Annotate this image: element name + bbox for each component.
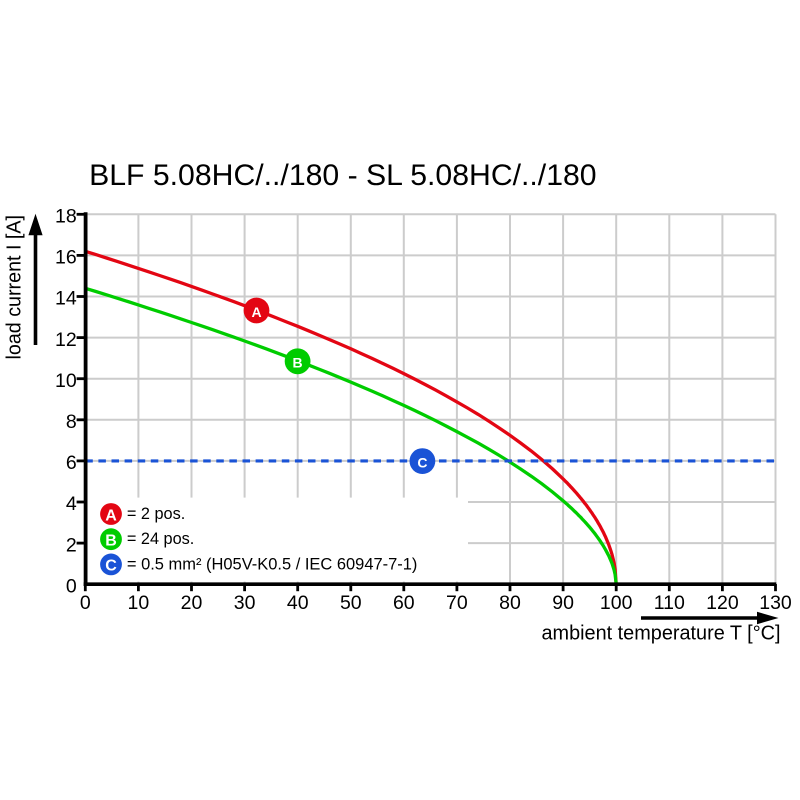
svg-text:50: 50 xyxy=(340,592,362,614)
svg-text:130: 130 xyxy=(759,592,792,614)
svg-text:110: 110 xyxy=(654,592,685,614)
svg-text:B: B xyxy=(293,355,303,371)
svg-text:A: A xyxy=(251,304,261,320)
svg-text:12: 12 xyxy=(55,329,77,351)
svg-text:16: 16 xyxy=(55,247,77,269)
svg-text:0: 0 xyxy=(66,575,77,597)
svg-text:100: 100 xyxy=(600,592,633,614)
svg-text:2: 2 xyxy=(66,534,77,556)
svg-text:A: A xyxy=(105,507,117,524)
svg-text:18: 18 xyxy=(55,206,77,228)
svg-text:= 24 pos.: = 24 pos. xyxy=(127,530,194,548)
svg-text:0: 0 xyxy=(80,592,91,614)
svg-text:8: 8 xyxy=(66,411,77,433)
svg-text:C: C xyxy=(417,455,427,471)
svg-text:4: 4 xyxy=(66,493,77,515)
svg-text:90: 90 xyxy=(552,592,574,614)
svg-text:= 2 pos.: = 2 pos. xyxy=(127,505,185,523)
svg-text:ambient temperature T [°C]: ambient temperature T [°C] xyxy=(542,623,781,645)
svg-text:70: 70 xyxy=(446,592,468,614)
svg-text:= 0.5 mm² (H05V-K0.5 / IEC 609: = 0.5 mm² (H05V-K0.5 / IEC 60947-7-1) xyxy=(127,555,418,573)
svg-text:10: 10 xyxy=(55,370,77,392)
svg-text:6: 6 xyxy=(66,452,77,474)
svg-text:C: C xyxy=(105,558,117,575)
svg-text:60: 60 xyxy=(393,592,415,614)
svg-text:120: 120 xyxy=(706,592,739,614)
svg-text:30: 30 xyxy=(234,592,256,614)
svg-text:14: 14 xyxy=(55,288,77,310)
svg-text:40: 40 xyxy=(287,592,309,614)
svg-text:BLF 5.08HC/../180 - SL 5.08HC/: BLF 5.08HC/../180 - SL 5.08HC/../180 xyxy=(89,159,597,192)
svg-text:B: B xyxy=(105,533,117,550)
svg-text:80: 80 xyxy=(499,592,521,614)
svg-text:20: 20 xyxy=(181,592,203,614)
svg-text:load current I [A]: load current I [A] xyxy=(4,215,26,360)
svg-text:10: 10 xyxy=(128,592,150,614)
